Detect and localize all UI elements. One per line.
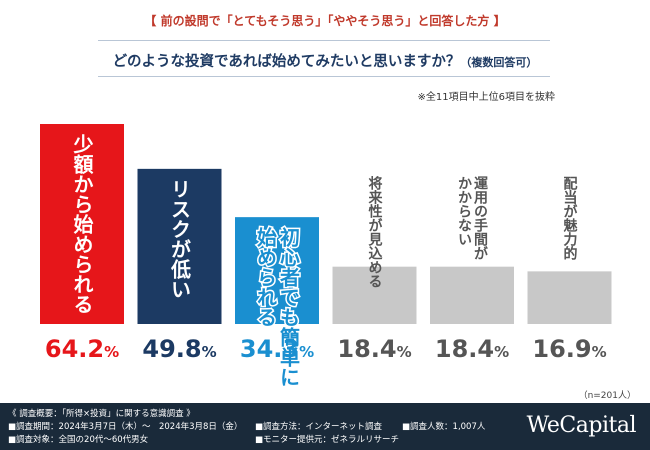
header-note: 【 前の設問で「とてもそう思う」「ややそう思う」と回答した方 】 — [144, 14, 506, 28]
value-label-6: 16.9% — [532, 335, 606, 363]
bar-category-label-5-2: かからない — [456, 176, 472, 246]
bar-category-label-5-1: 運用の手間が — [472, 176, 488, 260]
survey-summary: 《 調査概要：「所得×投資」に関する意識調査 》 — [8, 409, 195, 419]
survey-period: ■調査期間：2024年3月7日（木）～ 2024年3月8日（金） — [8, 422, 243, 432]
bar-3 — [235, 217, 319, 324]
survey-footer: 《 調査概要：「所得×投資」に関する意識調査 》 ■調査期間：2024年3月7日… — [0, 403, 650, 450]
bar-2 — [137, 168, 222, 324]
sample-size-note: （n=201人） — [578, 391, 636, 401]
bar-4 — [332, 266, 417, 324]
bar-1 — [40, 124, 124, 324]
survey-count: ■調査人数：1,007人 — [402, 422, 486, 432]
brand-logo: WeCapital — [526, 413, 637, 438]
bar-category-label-3-1: 初心者でも簡単に — [277, 226, 301, 387]
value-label-4: 18.4% — [337, 335, 411, 363]
title-rule-top — [98, 40, 550, 41]
value-label-1: 64.2% — [45, 335, 119, 363]
question-text: どのような投資であれば始めてみたいと思いますか？ — [112, 54, 461, 70]
survey-method: ■調査方法：インターネット調査 — [255, 422, 383, 432]
title-rule-bottom — [98, 76, 550, 77]
question-subnote: （複数回答可） — [460, 56, 538, 69]
value-label-2: 49.8% — [142, 335, 216, 363]
value-label-5: 18.4% — [435, 335, 509, 363]
selection-note: ※全11項目中上位6項目を抜粋 — [417, 92, 555, 103]
value-label-3: 34.3% — [240, 335, 314, 363]
bar-5 — [430, 266, 514, 324]
bar-category-label-3-2: 始められる — [254, 226, 278, 327]
bar-category-label-4: 将来性が見込める — [367, 175, 384, 288]
bar-category-label-6: 配当が魅力的 — [562, 176, 578, 261]
bar-6 — [527, 271, 612, 324]
survey-target: ■調査対象：全国の20代～60代男女 — [8, 435, 149, 445]
bar-category-label-1: 少額から始められる — [70, 134, 94, 314]
survey-monitor: ■モニター提供元：ゼネラルリサーチ — [255, 435, 400, 445]
bar-category-label-2: リスクが低い — [168, 179, 192, 299]
question-title: どのような投資であれば始めてみたいと思いますか？（複数回答可） — [0, 50, 650, 71]
